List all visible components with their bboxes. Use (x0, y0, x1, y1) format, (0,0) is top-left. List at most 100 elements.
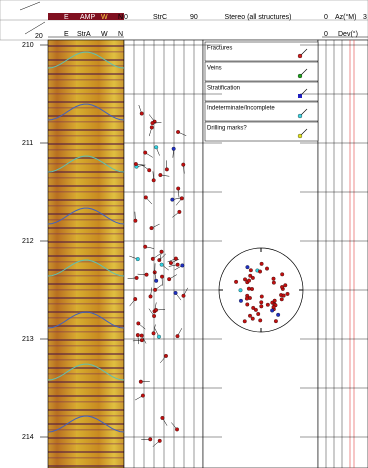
tadpole (176, 186, 181, 191)
stereo-pole (259, 304, 264, 309)
tadpole (150, 256, 155, 261)
tadpole-track (123, 39, 204, 468)
tadpole (135, 333, 140, 338)
tadpole (173, 291, 178, 295)
tadpole (159, 249, 164, 254)
tadpole (154, 278, 159, 283)
tadpole (147, 168, 152, 173)
stereo-pole (265, 302, 270, 307)
depth-label: 212 (22, 238, 34, 245)
stereo-pole (245, 265, 250, 270)
tadpole (164, 167, 169, 172)
tadpole (139, 333, 144, 338)
tadpole (160, 274, 164, 279)
stereo-pole (259, 294, 264, 299)
azimuth-track (317, 39, 368, 468)
header2-w: W (101, 31, 108, 38)
stereo-pole (250, 316, 255, 321)
tadpole (154, 145, 159, 150)
depth-label: 214 (22, 434, 34, 441)
image-trace (47, 311, 125, 329)
tadpole (149, 125, 154, 130)
stereo-pole (276, 312, 281, 317)
dev-label: Dev(°) (338, 30, 358, 38)
stereo-pole (251, 305, 256, 310)
stereo-pole (256, 312, 261, 316)
tadpole (133, 162, 138, 166)
tadpole (139, 338, 144, 343)
stereo-pole (271, 305, 276, 310)
tadpole (164, 353, 168, 358)
tadpole (144, 272, 149, 277)
tadpole (153, 287, 158, 292)
image-trace (47, 207, 125, 225)
tadpole (133, 218, 138, 223)
stereo-pole (247, 278, 251, 283)
legend-box (204, 41, 319, 62)
stereo-pole (281, 293, 286, 298)
az-label: Az(°M) (335, 13, 356, 21)
legend-label: Drilling marks? (207, 126, 247, 132)
stereo-pole (250, 275, 255, 280)
strc-min: 0 (124, 14, 128, 21)
stereo-pole (259, 300, 264, 305)
stereo-pole (248, 313, 252, 318)
stereo-pole (272, 298, 277, 303)
strc-max: 90 (190, 14, 198, 21)
tadpole (181, 162, 186, 167)
legend-box (204, 81, 319, 102)
tadpole (168, 261, 173, 265)
stereo-pole (258, 318, 263, 323)
strc-label: StrC (153, 14, 167, 21)
tadpole (175, 427, 179, 432)
tadpole (143, 150, 148, 155)
stereo-pole (243, 277, 247, 282)
tadpole (181, 293, 186, 298)
legend-label: Veins (207, 66, 222, 72)
stereo-pole (271, 276, 276, 281)
tadpole (136, 321, 141, 326)
tadpole (143, 244, 148, 249)
image-trace (47, 155, 125, 173)
stereo-title: Stereo (all structures) (225, 14, 292, 21)
stereo-pole (248, 268, 253, 273)
image-track (48, 40, 124, 468)
tadpole (176, 130, 181, 134)
header2-e: E (64, 31, 69, 38)
tadpole (139, 111, 144, 116)
legend: Fractures Veins Stratification Indeterminat… (204, 41, 319, 142)
legend-symbol (297, 113, 303, 119)
corner-mark (24, 21, 46, 35)
tadpole (157, 438, 162, 443)
header2-stra: StrA (77, 31, 91, 38)
image-trace (47, 363, 125, 381)
stereo-pole (273, 319, 278, 324)
tadpole (148, 437, 153, 442)
image-trace (47, 103, 125, 121)
tadpole (160, 415, 165, 420)
header2-n: N (118, 31, 123, 38)
legend-symbol (297, 73, 303, 79)
tadpole (175, 334, 180, 339)
stereo-pole (259, 261, 264, 266)
stereo-pole (238, 288, 243, 293)
legend-box (204, 61, 319, 82)
tadpole (170, 197, 175, 202)
header-w: W (101, 14, 108, 21)
az-min: 0 (324, 14, 328, 21)
stereo-pole (234, 279, 239, 284)
tadpole (150, 121, 155, 126)
az-max: 3 (363, 14, 367, 21)
tadpole (179, 196, 184, 201)
legend-label: Indeterminate/Incomplete (207, 106, 275, 112)
tadpole (167, 277, 172, 282)
tadpole (171, 146, 176, 151)
tadpole (154, 308, 159, 312)
image-trace (47, 259, 125, 277)
corner-mark (19, 1, 41, 11)
tadpole (134, 275, 139, 280)
legend-symbol (297, 133, 303, 139)
header-e: E (64, 14, 69, 21)
tadpole (138, 379, 143, 384)
stereo-pole (258, 269, 263, 274)
